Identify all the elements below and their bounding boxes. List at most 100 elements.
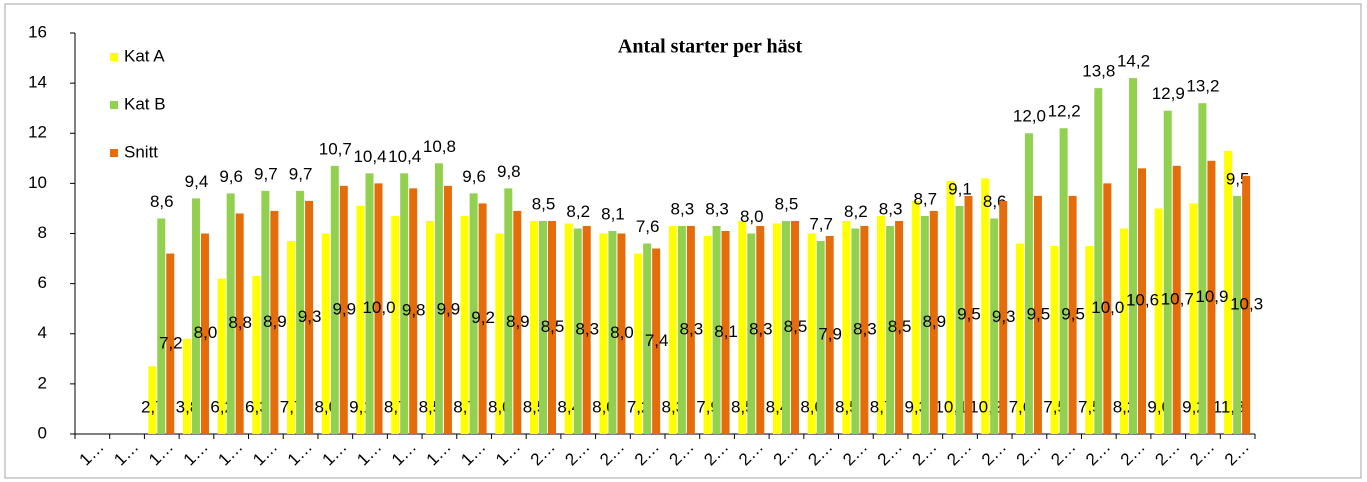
data-label: 8,9 [922,312,946,331]
bar [877,215,886,434]
y-tick-label: 6 [38,273,47,292]
bar [1233,195,1242,434]
data-label: 8,8 [228,313,252,332]
bar [226,193,235,434]
bar [608,230,617,434]
bar [460,215,469,434]
data-label: 8,5 [532,194,556,213]
bar [305,200,314,434]
bar [425,220,434,434]
y-tick-label: 4 [38,323,47,342]
bar [1103,183,1112,434]
bar [1163,110,1172,434]
bar [409,188,418,434]
y-tick-label: 12 [28,123,47,142]
bar [842,220,851,434]
bar [1015,243,1024,434]
bar [617,233,626,434]
data-label: 10,6 [1126,291,1159,310]
bar [599,233,608,434]
data-label: 10,9 [1195,287,1228,306]
data-label: 10,4 [353,147,386,166]
data-label: 14,2 [1117,52,1150,71]
legend-swatch [110,101,118,109]
bar [999,200,1008,434]
bar [548,220,557,434]
bar [703,236,712,434]
y-tick-label: 2 [38,373,47,392]
bar [1024,133,1033,434]
bar [182,338,191,434]
bar [434,163,443,434]
bar [790,220,799,434]
data-label: 9,2 [471,308,495,327]
data-label: 7,6 [636,217,660,236]
bar [539,220,548,434]
y-tick-label: 8 [38,223,47,242]
bar [356,205,365,434]
y-tick-label: 0 [38,423,47,442]
bar [1154,208,1163,434]
bar [1050,246,1059,434]
data-label: 8,3 [680,319,704,338]
data-label: 9,8 [402,301,426,320]
bar [296,190,305,434]
data-label: 9,6 [462,167,486,186]
bar [1129,78,1138,435]
data-label: 8,1 [601,204,625,223]
bar [1138,168,1147,434]
bar [920,215,929,434]
data-label: 8,5 [784,317,808,336]
data-label: 8,3 [879,199,903,218]
data-label: 8,3 [749,319,773,338]
bar [1242,175,1251,434]
data-label: 8,5 [775,194,799,213]
bar [287,241,296,434]
bar [1033,195,1042,434]
bar [148,366,157,434]
bar [886,225,895,434]
bar [895,220,904,434]
data-label: 9,5 [1027,304,1051,323]
bar [582,225,591,434]
data-label: 8,2 [566,202,590,221]
data-label: 9,9 [437,299,461,318]
bar [634,253,643,434]
bar [374,183,383,434]
data-label: 7,7 [809,215,833,234]
bar [191,198,200,434]
bar [1120,228,1129,434]
bar [1085,246,1094,434]
bar [981,178,990,434]
data-label: 8,0 [610,323,634,342]
data-label: 9,4 [185,172,209,191]
data-label: 10,8 [423,137,456,156]
bar [911,200,920,434]
data-label: 9,7 [289,164,313,183]
bar [400,173,409,434]
data-label: 8,3 [671,199,695,218]
data-label: 9,5 [1061,304,1085,323]
bar [200,233,209,434]
bar [261,190,270,434]
bar [668,225,677,434]
data-label: 8,0 [740,207,764,226]
bar [747,233,756,434]
data-label: 7,9 [818,324,842,343]
bar [573,228,582,434]
bar [955,205,964,434]
data-label: 8,9 [263,312,287,331]
data-label: 10,4 [388,147,421,166]
bar [391,215,400,434]
legend-label: Kat B [124,94,166,113]
bar [1224,150,1233,434]
bar [504,188,513,434]
bar [217,278,226,434]
bar [321,233,330,434]
legend-label: Snitt [124,142,158,161]
data-label: 9,3 [992,307,1016,326]
data-label: 10,0 [1091,298,1124,317]
bar [1094,88,1103,434]
data-label: 9,1 [948,179,972,198]
